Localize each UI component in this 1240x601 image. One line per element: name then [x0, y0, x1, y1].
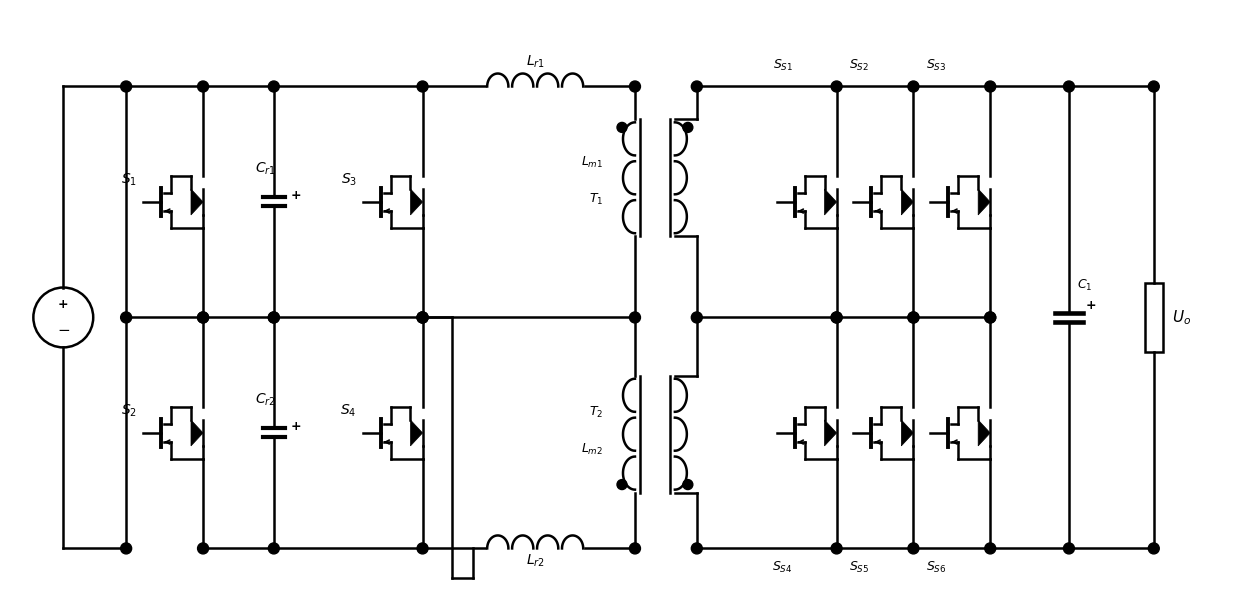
Polygon shape	[825, 420, 837, 446]
Circle shape	[268, 81, 279, 92]
Circle shape	[831, 312, 842, 323]
Circle shape	[417, 81, 428, 92]
Circle shape	[120, 81, 131, 92]
Text: $C_1$: $C_1$	[1078, 278, 1092, 293]
Text: +: +	[290, 189, 301, 202]
Polygon shape	[191, 189, 203, 215]
Polygon shape	[901, 420, 914, 446]
Circle shape	[1148, 81, 1159, 92]
Circle shape	[1148, 543, 1159, 554]
Text: $U_o$: $U_o$	[1172, 308, 1190, 327]
Circle shape	[692, 312, 702, 323]
Circle shape	[630, 312, 640, 323]
Circle shape	[417, 543, 428, 554]
Circle shape	[268, 312, 279, 323]
Circle shape	[197, 312, 208, 323]
Text: +: +	[58, 298, 68, 311]
Polygon shape	[978, 420, 991, 446]
Text: $S_{S2}$: $S_{S2}$	[849, 58, 869, 73]
Text: $S_{S1}$: $S_{S1}$	[773, 58, 792, 73]
Circle shape	[120, 543, 131, 554]
Circle shape	[908, 543, 919, 554]
Circle shape	[831, 312, 842, 323]
Circle shape	[417, 312, 428, 323]
Circle shape	[831, 543, 842, 554]
Text: +: +	[1086, 299, 1096, 312]
Text: −: −	[57, 323, 69, 338]
Circle shape	[417, 312, 428, 323]
Polygon shape	[978, 189, 991, 215]
Circle shape	[630, 81, 640, 92]
Text: +: +	[290, 420, 301, 433]
Text: $L_{m1}$: $L_{m1}$	[580, 155, 603, 170]
Text: $S_2$: $S_2$	[122, 403, 138, 419]
Text: $S_{S4}$: $S_{S4}$	[773, 560, 792, 576]
Circle shape	[985, 543, 996, 554]
Polygon shape	[191, 420, 203, 446]
Circle shape	[268, 312, 279, 323]
Circle shape	[630, 543, 640, 554]
Circle shape	[120, 312, 131, 323]
Polygon shape	[410, 189, 423, 215]
Text: $T_1$: $T_1$	[589, 192, 603, 207]
Polygon shape	[825, 189, 837, 215]
Text: $S_4$: $S_4$	[341, 403, 357, 419]
Text: $S_3$: $S_3$	[341, 172, 357, 188]
Text: $S_{S6}$: $S_{S6}$	[926, 560, 946, 576]
Circle shape	[692, 81, 702, 92]
Circle shape	[985, 312, 996, 323]
Circle shape	[197, 81, 208, 92]
Text: $S_{S5}$: $S_{S5}$	[849, 560, 869, 576]
Circle shape	[985, 81, 996, 92]
Circle shape	[692, 543, 702, 554]
Polygon shape	[410, 420, 423, 446]
Text: $L_{m2}$: $L_{m2}$	[582, 442, 603, 457]
Circle shape	[831, 81, 842, 92]
Circle shape	[908, 312, 919, 323]
Text: $T_2$: $T_2$	[589, 404, 603, 419]
Circle shape	[985, 312, 996, 323]
Text: $C_{r1}$: $C_{r1}$	[255, 160, 277, 177]
Text: $S_1$: $S_1$	[122, 172, 138, 188]
Text: $L_{r2}$: $L_{r2}$	[526, 552, 544, 569]
Circle shape	[683, 480, 693, 490]
Text: $C_{r2}$: $C_{r2}$	[255, 392, 277, 408]
Circle shape	[197, 312, 208, 323]
Circle shape	[908, 312, 919, 323]
Circle shape	[618, 123, 627, 132]
Circle shape	[908, 81, 919, 92]
Circle shape	[618, 480, 627, 490]
Text: $L_{r1}$: $L_{r1}$	[526, 53, 544, 70]
Circle shape	[683, 123, 693, 132]
Circle shape	[1064, 81, 1074, 92]
Circle shape	[417, 312, 428, 323]
Polygon shape	[901, 189, 914, 215]
Circle shape	[268, 543, 279, 554]
Circle shape	[1064, 543, 1074, 554]
Text: $S_{S3}$: $S_{S3}$	[926, 58, 946, 73]
Circle shape	[197, 543, 208, 554]
